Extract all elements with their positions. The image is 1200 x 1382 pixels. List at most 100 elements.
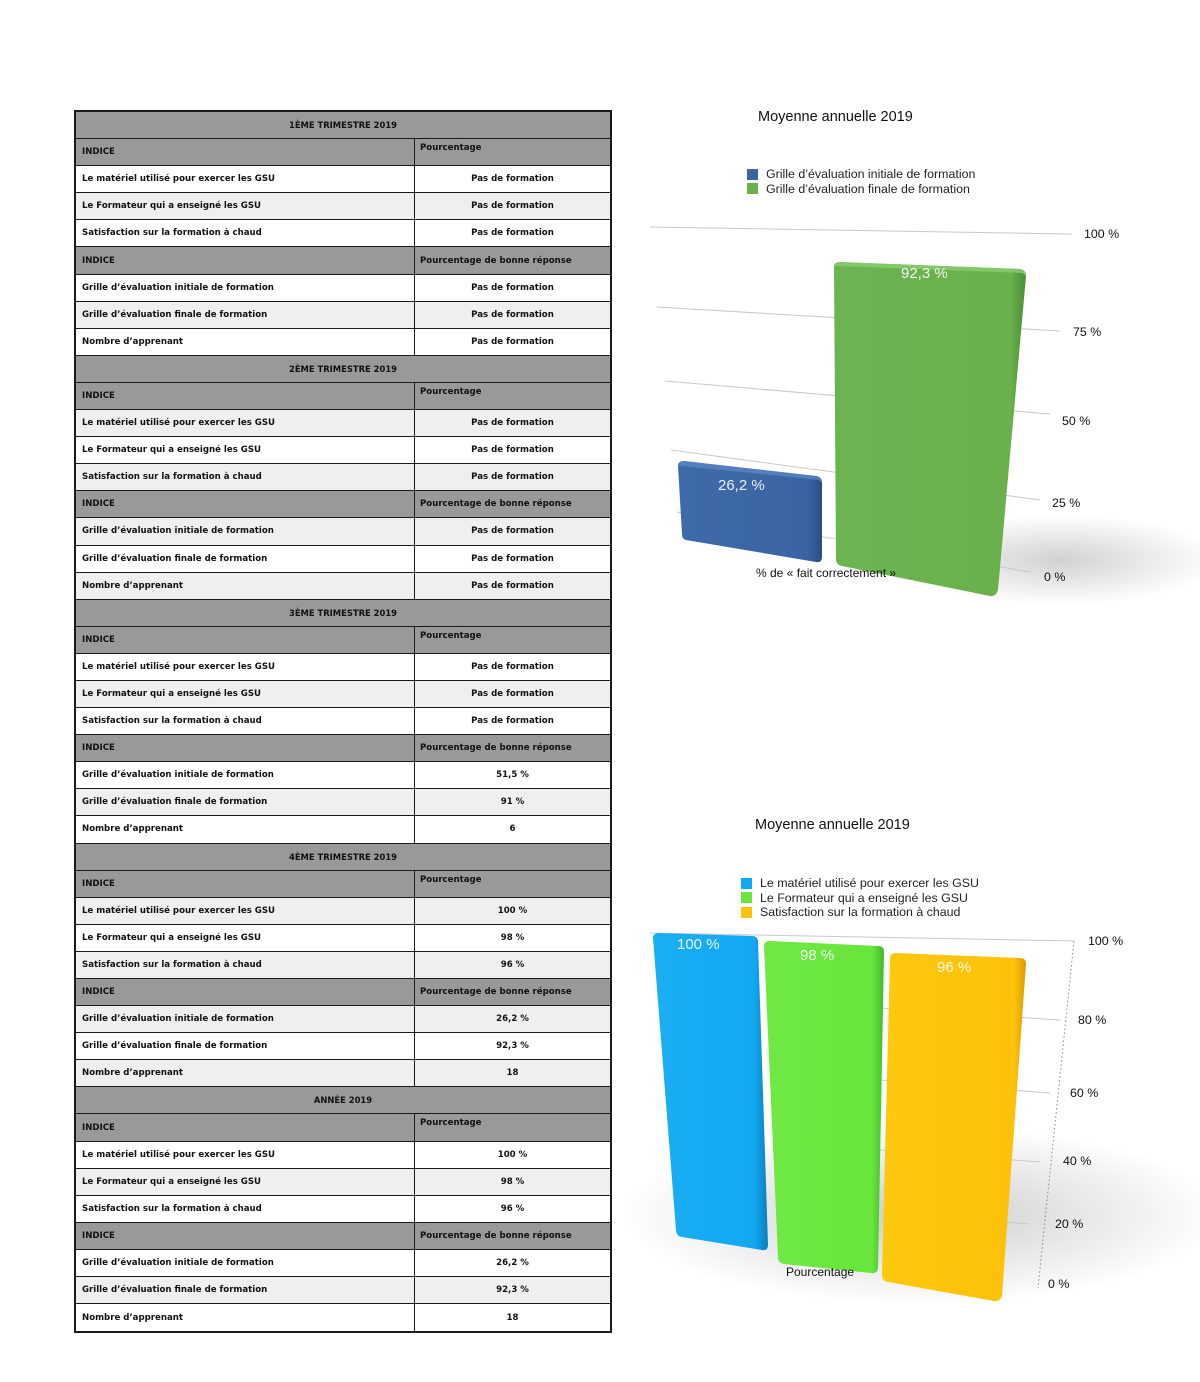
table-row: Le Formateur qui a enseigné les GSU Pas d…: [76, 193, 610, 221]
bar-materiel: [653, 933, 768, 1251]
bar-value-label: 92,3 %: [901, 265, 948, 282]
legend-item: Grille d’évaluation initiale de formatio…: [747, 167, 975, 182]
row-label: Grille d’évaluation initiale de formatio…: [76, 274, 415, 301]
table-row: Satisfaction sur la formation à chaud Pas…: [76, 708, 610, 736]
header-value: Pourcentage de bonne réponse: [420, 987, 572, 998]
row-value: Pas de formation: [471, 282, 554, 293]
table-row: Satisfaction sur la formation à chaud 96 …: [76, 1195, 610, 1223]
row-label: Nombre d’apprenant: [76, 816, 415, 843]
legend-item: Grille d’évaluation finale de formation: [747, 182, 975, 197]
row-label: Satisfaction sur la formation à chaud: [76, 708, 415, 735]
chart-evaluation-grids: Moyenne annuelle 2019 Grille d’évaluatio…: [620, 0, 1200, 640]
row-label: Le matériel utilisé pour exercer les GSU: [76, 1141, 415, 1168]
row-label: Grille d’évaluation finale de formation: [76, 301, 415, 328]
row-label: Grille d’évaluation finale de formation: [76, 545, 415, 572]
header-indice: INDICE: [76, 979, 415, 1006]
legend-label: Le matériel utilisé pour exercer les GSU: [760, 876, 979, 890]
header-value: Pourcentage de bonne réponse: [420, 255, 572, 266]
header-row: INDICE Pourcentage: [76, 1114, 610, 1142]
row-value: 100 %: [497, 1149, 528, 1160]
row-label: Le matériel utilisé pour exercer les GSU: [76, 410, 415, 437]
row-value: 91 %: [500, 797, 525, 808]
row-value: 100 %: [497, 905, 528, 916]
header-indice: INDICE: [76, 1114, 415, 1141]
header-value: Pourcentage de bonne réponse: [420, 1230, 572, 1241]
row-value: 26,2 %: [496, 1257, 529, 1268]
bar-final: [834, 262, 1026, 597]
row-value: 18: [506, 1312, 519, 1323]
row-label: Grille d’évaluation initiale de formatio…: [76, 762, 415, 789]
table-row: Satisfaction sur la formation à chaud Pas…: [76, 464, 610, 492]
legend-label: Le Formateur qui a enseigné les GSU: [760, 890, 968, 905]
table-row: Grille d’évaluation finale de formation 9…: [76, 1033, 610, 1061]
row-label: Le Formateur qui a enseigné les GSU: [76, 1168, 415, 1195]
row-label: Grille d’évaluation initiale de formatio…: [76, 1249, 415, 1277]
row-label: Le matériel utilisé pour exercer les GSU: [76, 897, 415, 924]
table-row: Grille d’évaluation initiale de formatio…: [76, 1006, 610, 1034]
row-value: Pas de formation: [471, 418, 554, 429]
chart-plot-area: [620, 932, 1200, 1305]
header-value: Pourcentage: [420, 386, 482, 397]
legend-item: Le matériel utilisé pour exercer les GSU: [741, 876, 979, 891]
table-row: Nombre d’apprenant 6: [76, 816, 610, 844]
section-title: 3ÈME TRIMESTRE 2019: [289, 607, 397, 618]
header-row: INDICE Pourcentage: [76, 626, 610, 654]
row-value: Pas de formation: [471, 174, 554, 185]
row-label: Le matériel utilisé pour exercer les GSU: [76, 166, 415, 193]
row-label: Le Formateur qui a enseigné les GSU: [76, 680, 415, 708]
row-value: Pas de formation: [471, 580, 554, 591]
table-row: Le matériel utilisé pour exercer les GSU…: [76, 166, 610, 194]
bar-initial: [678, 461, 822, 563]
summary-table: 1ÈME TRIMESTRE 2019 INDICE Pourcentage Le…: [74, 110, 612, 1334]
legend-swatch-cyan: [741, 877, 752, 889]
section-title: 4ÈME TRIMESTRE 2019: [289, 851, 397, 862]
y-tick: 100 %: [1084, 227, 1120, 241]
y-tick: 60 %: [1070, 1086, 1099, 1100]
chart-satisfaction: Moyenne annuelle 2019 Le matériel utilis…: [620, 0, 1200, 1382]
row-value: Pas de formation: [471, 228, 554, 239]
row-value: 51,5 %: [496, 770, 529, 781]
row-label: Nombre d’apprenant: [76, 328, 415, 355]
y-tick: 40 %: [1063, 1154, 1092, 1168]
row-value: Pas de formation: [471, 526, 554, 537]
row-value: 18: [506, 1068, 519, 1079]
row-label: Satisfaction sur la formation à chaud: [76, 464, 415, 491]
table-row: Le Formateur qui a enseigné les GSU 98 %: [76, 1168, 610, 1196]
chart-legend: Le matériel utilisé pour exercer les GSU…: [741, 876, 979, 920]
header-indice: INDICE: [76, 382, 415, 410]
header-row: INDICE Pourcentage: [76, 870, 610, 898]
bar-value-label: 26,2 %: [718, 477, 765, 494]
row-value: Pas de formation: [471, 336, 554, 347]
table-row: Grille d’évaluation finale de formation P…: [76, 301, 610, 329]
section-title-row: ANNÉE 2019: [76, 1087, 610, 1115]
header-row: INDICE Pourcentage: [76, 139, 610, 167]
bar-value-label: 96 %: [937, 959, 972, 976]
header-row: INDICE Pourcentage de bonne réponse: [76, 1222, 610, 1250]
row-value: Pas de formation: [471, 309, 554, 320]
row-label: Le Formateur qui a enseigné les GSU: [76, 437, 415, 464]
table-row: Grille d’évaluation initiale de formatio…: [76, 1249, 610, 1278]
bar-value-label: 100 %: [677, 936, 720, 953]
header-indice: INDICE: [76, 870, 415, 897]
bar-satisfaction: [882, 953, 1026, 1302]
row-label: Grille d’évaluation finale de formation: [76, 1277, 415, 1304]
header-indice: INDICE: [76, 491, 415, 518]
row-value: Pas de formation: [471, 445, 554, 456]
row-label: Satisfaction sur la formation à chaud: [76, 1195, 415, 1222]
row-value: Pas de formation: [471, 553, 554, 564]
section-title: 1ÈME TRIMESTRE 2019: [289, 120, 397, 131]
row-value: Pas de formation: [471, 689, 554, 700]
y-tick: 50 %: [1062, 414, 1091, 428]
header-value: Pourcentage: [420, 1118, 482, 1129]
legend-label: Grille d’évaluation finale de formation: [766, 181, 970, 196]
chart-title: Moyenne annuelle 2019: [755, 817, 910, 833]
table-row: Le matériel utilisé pour exercer les GSU…: [76, 653, 610, 681]
table-row: Nombre d’apprenant Pas de formation: [76, 572, 610, 600]
row-value: Pas de formation: [471, 716, 554, 727]
row-value: 98 %: [500, 932, 525, 943]
row-value: Pas de formation: [471, 201, 554, 212]
bar-formateur: [764, 941, 884, 1274]
legend-item: Le Formateur qui a enseigné les GSU: [741, 891, 979, 906]
legend-swatch-yellow: [741, 906, 752, 918]
header-indice: INDICE: [76, 247, 415, 274]
